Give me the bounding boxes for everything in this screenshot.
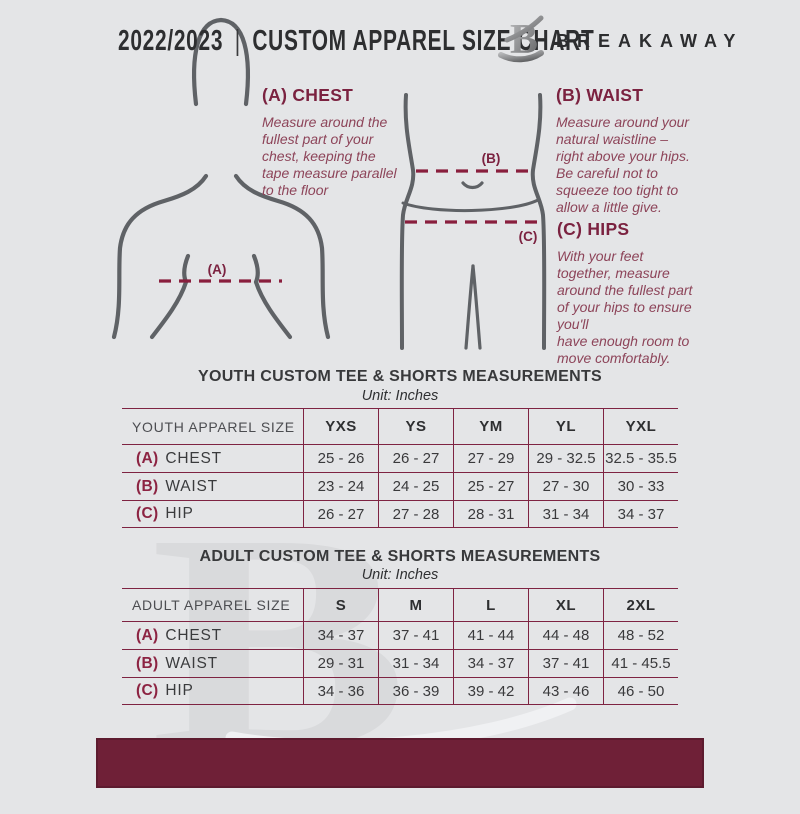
adult-hip-2xl: 46 - 50 [603,677,678,705]
row-prefix: (A) [136,626,159,644]
row-title: HIP [165,682,194,699]
chest-heading: (A) CHEST [262,85,354,105]
season-label: 2022/2023 [118,25,224,57]
adult-column-header-m: M [378,588,453,621]
youth-chest-ym: 27 - 29 [453,444,528,472]
adult-waist-xl: 37 - 41 [528,649,603,677]
youth-hip-yxs: 26 - 27 [303,500,378,528]
hips-heading: (C) HIPS [557,219,630,239]
adult-hip-m: 36 - 39 [378,677,453,705]
row-prefix: (B) [136,654,159,672]
youth-size-label-header: YOUTH APPAREL SIZE [122,408,303,444]
youth-size-table: YOUTH APPAREL SIZE YXS YS YM YL YXL (A) CHEST 25… [122,408,678,528]
adult-waist-l: 34 - 37 [453,649,528,677]
youth-column-header-yl: YL [528,408,603,444]
youth-column-header-ys: YS [378,408,453,444]
adult-hip-xl: 43 - 46 [528,677,603,705]
adult-row-label-chest: (A) CHEST [122,621,303,649]
adult-waist-m: 31 - 34 [378,649,453,677]
title-separator: | [234,25,241,57]
waist-guide-block: (B) WAIST Measure around your natural wa… [556,85,706,216]
youth-hip-yxl: 34 - 37 [603,500,678,528]
youth-table-title: YOUTH CUSTOM TEE & SHORTS MEASUREMENTS [197,368,603,385]
adult-waist-2xl: 41 - 45.5 [603,649,678,677]
row-title: HIP [165,505,194,522]
adult-chest-m: 37 - 41 [378,621,453,649]
adult-chest-s: 34 - 37 [303,621,378,649]
youth-chest-yl: 29 - 32.5 [528,444,603,472]
row-title: WAIST [165,477,218,495]
chest-guide-block: (A) CHEST Measure around the fullest par… [262,85,412,199]
youth-chest-yxs: 25 - 26 [303,444,378,472]
row-prefix: (C) [136,682,159,699]
hips-description: With your feet together, measure around … [557,248,693,366]
adult-size-table: ADULT APPAREL SIZE S M L XL 2XL (A) CHEST 34 - 3… [122,588,678,705]
youth-waist-ym: 25 - 27 [453,472,528,500]
youth-chest-ys: 26 - 27 [378,444,453,472]
row-title: WAIST [165,654,218,672]
adult-column-header-l: L [453,588,528,621]
adult-hip-s: 34 - 36 [303,677,378,705]
adult-row-label-waist: (B) WAIST [122,649,303,677]
youth-waist-yxl: 30 - 33 [603,472,678,500]
footer-accent-bar [96,738,704,788]
waist-heading: (B) WAIST [556,85,644,105]
adult-column-header-2xl: 2XL [603,588,678,621]
row-title: CHEST [165,449,222,467]
adult-chest-l: 41 - 44 [453,621,528,649]
adult-column-header-s: S [303,588,378,621]
chest-description: Measure around the fullest part of your … [262,114,397,198]
youth-hip-ys: 27 - 28 [378,500,453,528]
youth-table-unit: Unit: Inches [361,388,439,404]
hips-guide-block: (C) HIPS With your feet together, measur… [557,219,715,367]
document-title: 2022/2023 | CUSTOM APPAREL SIZE CHART [118,25,594,58]
adult-table-unit: Unit: Inches [361,567,439,583]
youth-hip-yl: 31 - 34 [528,500,603,528]
youth-column-header-yxs: YXS [303,408,378,444]
youth-waist-ys: 24 - 25 [378,472,453,500]
adult-column-header-xl: XL [528,588,603,621]
youth-waist-yl: 27 - 30 [528,472,603,500]
adult-waist-s: 29 - 31 [303,649,378,677]
chart-title: CUSTOM APPAREL SIZE CHART [252,25,595,57]
row-title: CHEST [165,626,222,644]
waist-description: Measure around your natural waistline – … [556,114,690,215]
youth-row-label-waist: (B) WAIST [122,472,303,500]
brand-name: BREAKAWAY [556,31,744,51]
adult-table-title: ADULT CUSTOM TEE & SHORTS MEASUREMENTS [199,548,601,565]
youth-row-label-chest: (A) CHEST [122,444,303,472]
row-prefix: (A) [136,449,159,467]
adult-size-label-header: ADULT APPAREL SIZE [122,588,303,621]
youth-row-label-hip: (C) HIP [122,500,303,528]
youth-hip-ym: 28 - 31 [453,500,528,528]
adult-chest-xl: 44 - 48 [528,621,603,649]
youth-chest-yxl: 32.5 - 35.5 [603,444,678,472]
youth-waist-yxs: 23 - 24 [303,472,378,500]
adult-hip-l: 39 - 42 [453,677,528,705]
row-prefix: (B) [136,477,159,495]
breakaway-b-logo-icon: B [498,15,544,63]
row-prefix: (C) [136,505,159,522]
youth-column-header-yxl: YXL [603,408,678,444]
youth-column-header-ym: YM [453,408,528,444]
adult-row-label-hip: (C) HIP [122,677,303,705]
adult-chest-2xl: 48 - 52 [603,621,678,649]
